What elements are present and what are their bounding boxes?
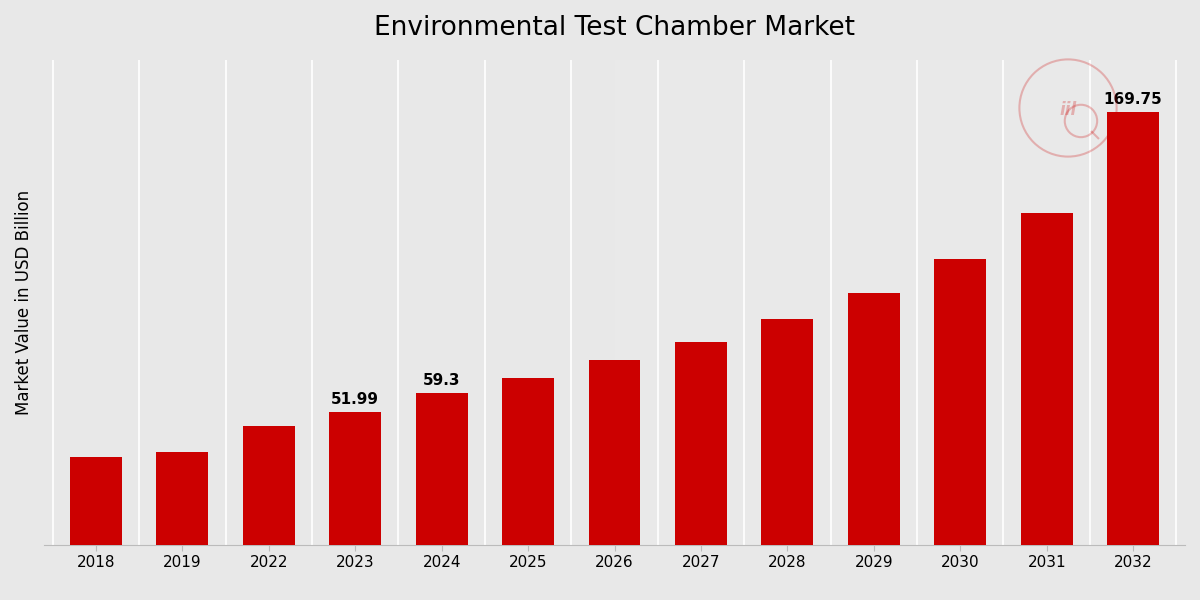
Bar	[502, 377, 554, 545]
Bar	[156, 452, 209, 545]
Bar	[415, 394, 468, 545]
Bar	[935, 259, 986, 545]
Bar	[589, 359, 641, 545]
Bar	[848, 293, 900, 545]
Bar	[242, 426, 295, 545]
Text: 169.75: 169.75	[1104, 92, 1163, 107]
Bar	[676, 342, 727, 545]
Text: iil: iil	[1060, 101, 1076, 119]
Y-axis label: Market Value in USD Billion: Market Value in USD Billion	[14, 190, 34, 415]
Title: Environmental Test Chamber Market: Environmental Test Chamber Market	[374, 15, 856, 41]
Bar	[762, 319, 814, 545]
Bar	[1021, 213, 1073, 545]
Text: 51.99: 51.99	[331, 392, 379, 407]
Bar	[70, 457, 122, 545]
Bar	[1108, 112, 1159, 545]
Text: 59.3: 59.3	[422, 373, 461, 388]
Bar	[329, 412, 382, 545]
